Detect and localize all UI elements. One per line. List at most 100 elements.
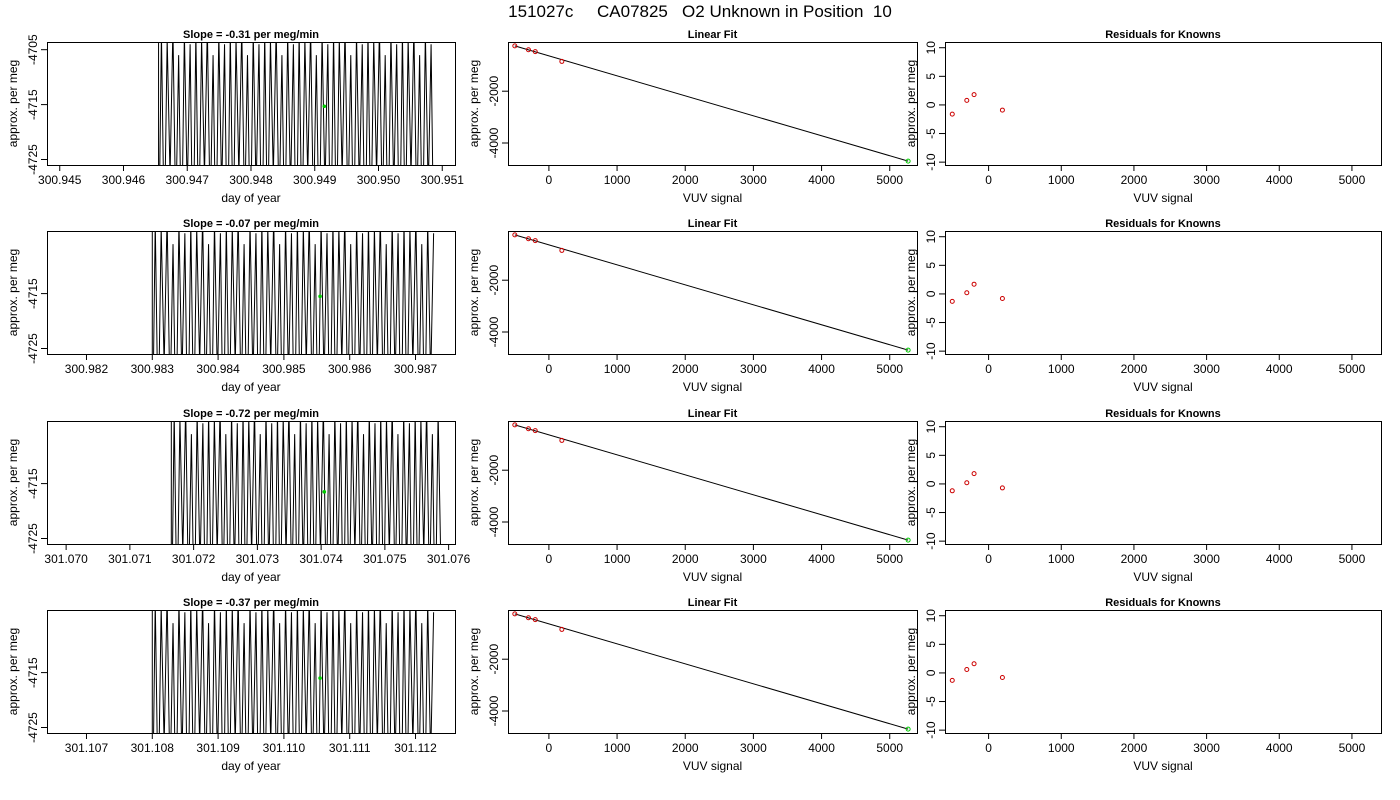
y-tick-label: -10 [924, 342, 938, 360]
known-point [532, 49, 538, 55]
x-tick-label: 301.109 [196, 741, 240, 755]
residual-point [949, 111, 955, 117]
unknown-point [905, 158, 911, 164]
plot-frame [47, 421, 456, 545]
y-tick-label: -4725 [26, 144, 40, 175]
y-tick-label: -10 [924, 721, 938, 739]
y-tick-label: 10 [924, 41, 938, 55]
panel-title: Slope = -0.07 per meg/min [183, 218, 319, 230]
x-tick-label: 4000 [1266, 173, 1293, 187]
x-axis-label: VUV signal [683, 570, 742, 584]
fit-line [514, 234, 909, 351]
x-tick-label: 300.986 [328, 362, 372, 376]
panel-title: Residuals for Knowns [1105, 408, 1221, 420]
x-axis-label: VUV signal [683, 191, 742, 205]
y-axis-label: approx. per meg [467, 60, 481, 147]
x-tick-label: 301.108 [131, 741, 175, 755]
known-point [512, 611, 518, 617]
x-tick-label: 301.107 [65, 741, 109, 755]
x-tick-label: 4000 [808, 173, 835, 187]
y-tick-label: 5 [924, 641, 938, 648]
panel-title: Linear Fit [688, 29, 738, 41]
x-tick-label: 0 [985, 741, 992, 755]
panel-title: Slope = -0.31 per meg/min [183, 29, 319, 41]
residual-point [999, 296, 1005, 302]
x-axis-label: VUV signal [1133, 191, 1192, 205]
x-tick-label: 1000 [604, 741, 631, 755]
y-axis-label: approx. per meg [467, 249, 481, 336]
data-trace [170, 421, 441, 544]
data-trace [151, 610, 435, 733]
x-tick-label: 1000 [604, 552, 631, 566]
residual-point [999, 675, 1005, 681]
x-axis-label: day of year [221, 191, 280, 205]
x-tick-label: 3000 [1193, 741, 1220, 755]
x-tick-label: 301.071 [108, 552, 152, 566]
y-tick-label: -2000 [487, 265, 501, 296]
x-tick-label: 2000 [672, 552, 699, 566]
residual-point [964, 97, 970, 103]
x-tick-label: 301.112 [394, 741, 437, 755]
x-tick-label: 5000 [876, 552, 903, 566]
x-tick-label: 3000 [1193, 552, 1220, 566]
x-tick-label: 2000 [1121, 552, 1148, 566]
residual-point [971, 471, 977, 477]
x-tick-label: 2000 [672, 173, 699, 187]
plot-frame [945, 231, 1382, 355]
x-tick-label: 4000 [1266, 741, 1293, 755]
x-tick-label: 301.075 [363, 552, 407, 566]
residual-point [964, 666, 970, 672]
known-point [532, 617, 538, 623]
residual-point [949, 298, 955, 304]
x-tick-label: 301.076 [427, 552, 471, 566]
x-tick-label: 5000 [876, 741, 903, 755]
x-tick-label: 5000 [1339, 173, 1366, 187]
known-point [559, 626, 565, 632]
y-tick-label: 0 [924, 101, 938, 108]
panel-title: Linear Fit [688, 597, 738, 609]
x-tick-label: 301.110 [263, 741, 306, 755]
known-point [559, 58, 565, 64]
x-tick-label: 4000 [1266, 362, 1293, 376]
x-tick-label: 300.948 [229, 173, 273, 187]
plot-frame [508, 231, 918, 355]
residual-point [949, 488, 955, 494]
known-point [532, 428, 538, 434]
residual-point [971, 661, 977, 667]
x-tick-label: 0 [546, 173, 553, 187]
y-tick-label: 10 [924, 230, 938, 244]
x-tick-label: 3000 [740, 552, 767, 566]
x-tick-label: 301.070 [44, 552, 88, 566]
y-tick-label: 5 [924, 262, 938, 269]
panel-1-3: Residuals for Knowns 0 1000 2000 3000 4000 500… [904, 29, 1382, 205]
x-tick-label: 2000 [1121, 362, 1148, 376]
unknown-point [318, 294, 322, 299]
plot-area [512, 422, 911, 543]
panel-2-1: Slope = -0.07 per meg/min 300.982 300.983 3… [6, 218, 456, 394]
x-tick-label: 1000 [1048, 741, 1075, 755]
x-tick-label: 300.950 [357, 173, 401, 187]
y-axis-label: approx. per meg [6, 439, 20, 526]
y-axis-label: approx. per meg [467, 628, 481, 715]
panel-title: Slope = -0.72 per meg/min [183, 408, 319, 420]
x-tick-label: 300.983 [131, 362, 175, 376]
data-trace [151, 231, 435, 354]
plot-frame [508, 421, 918, 545]
panel-3-1: Slope = -0.72 per meg/min 301.070 301.071 3… [6, 408, 471, 584]
x-tick-label: 2000 [672, 741, 699, 755]
y-tick-label: -4715 [26, 468, 40, 499]
y-tick-label: 0 [924, 669, 938, 676]
y-tick-label: -4715 [26, 657, 40, 688]
fit-line [514, 45, 909, 162]
y-tick-label: -4000 [487, 127, 501, 158]
panel-title: Linear Fit [688, 218, 738, 230]
panel-title: Linear Fit [688, 408, 738, 420]
panel-2-2: Linear Fit 0 1000 2000 3000 4000 5000 -2000 -400… [467, 218, 918, 394]
x-tick-label: 3000 [740, 173, 767, 187]
y-tick-label: 0 [924, 480, 938, 487]
panel-title: Residuals for Knowns [1105, 218, 1221, 230]
x-tick-label: 300.951 [421, 173, 465, 187]
x-tick-label: 3000 [1193, 362, 1220, 376]
y-axis-label: approx. per meg [904, 439, 918, 526]
residual-point [964, 480, 970, 486]
